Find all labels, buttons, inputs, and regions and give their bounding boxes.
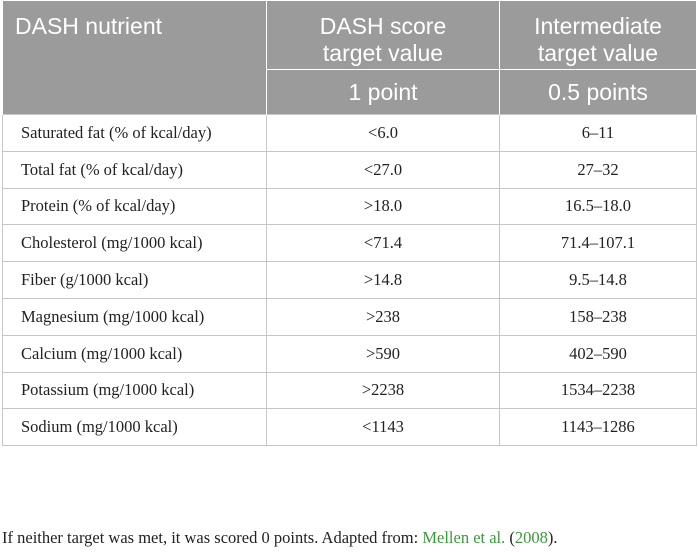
cell-nutrient: Cholesterol (mg/1000 kcal) — [2, 224, 267, 263]
cell-nutrient: Protein (% of kcal/day) — [2, 187, 267, 226]
cell-target: >14.8 — [266, 261, 500, 299]
cell-intermediate: 158–238 — [499, 297, 697, 336]
cell-nutrient: Sodium (mg/1000 kcal) — [2, 408, 267, 447]
dash-score-table-container: DASH nutrient DASH score target value In… — [2, 1, 697, 447]
cell-target: <71.4 — [266, 224, 500, 263]
cell-intermediate: 402–590 — [499, 334, 697, 373]
header-dash-score-line1: DASH score — [319, 13, 447, 39]
cell-intermediate: 1143–1286 — [499, 408, 697, 447]
cell-nutrient: Potassium (mg/1000 kcal) — [2, 371, 267, 410]
footnote-paren-open: ( — [505, 528, 515, 547]
footnote-paren-close: ). — [547, 528, 558, 547]
cell-intermediate: 16.5–18.0 — [499, 187, 697, 226]
cell-intermediate: 1534–2238 — [499, 371, 697, 410]
cell-target: <1143 — [266, 408, 500, 447]
cell-target: <6.0 — [266, 114, 500, 152]
table-row: Cholesterol (mg/1000 kcal) <71.4 71.4–10… — [2, 224, 697, 263]
cell-nutrient: Saturated fat (% of kcal/day) — [2, 114, 267, 152]
cell-target: >18.0 — [266, 187, 500, 226]
header-row-titles: DASH nutrient DASH score target value In… — [2, 1, 697, 115]
footnote-text: If neither target was met, it was scored… — [2, 528, 423, 547]
cell-target: <27.0 — [266, 150, 500, 189]
dash-score-table: DASH nutrient DASH score target value In… — [2, 1, 697, 447]
table-body: Saturated fat (% of kcal/day) <6.0 6–11 … — [2, 114, 697, 447]
header-intermediate-target: Intermediate target value — [499, 1, 697, 70]
header-half-point: 0.5 points — [499, 69, 697, 115]
cell-nutrient: Magnesium (mg/1000 kcal) — [2, 297, 267, 336]
cell-intermediate: 6–11 — [499, 114, 697, 152]
header-dash-nutrient-label: DASH nutrient — [15, 13, 163, 39]
footnote-year-link[interactable]: 2008 — [514, 528, 548, 547]
header-dash-score-line2: target value — [322, 40, 444, 66]
table-row: Fiber (g/1000 kcal) >14.8 9.5–14.8 — [2, 261, 697, 299]
table-header: DASH nutrient DASH score target value In… — [2, 1, 697, 115]
header-half-point-label: 0.5 points — [548, 78, 648, 105]
table-row: Potassium (mg/1000 kcal) >2238 1534–2238 — [2, 371, 697, 410]
cell-target: >590 — [266, 334, 500, 373]
table-row: Total fat (% of kcal/day) <27.0 27–32 — [2, 150, 697, 189]
cell-nutrient: Calcium (mg/1000 kcal) — [2, 334, 267, 373]
cell-intermediate: 71.4–107.1 — [499, 224, 697, 263]
cell-target: >2238 — [266, 371, 500, 410]
header-dash-score-target: DASH score target value — [266, 1, 500, 70]
cell-target: >238 — [266, 297, 500, 336]
header-dash-nutrient: DASH nutrient — [2, 1, 267, 115]
header-one-point: 1 point — [266, 69, 500, 115]
cell-intermediate: 27–32 — [499, 150, 697, 189]
header-intermediate-line1: Intermediate — [534, 13, 662, 39]
cell-nutrient: Fiber (g/1000 kcal) — [2, 261, 267, 299]
table-row: Sodium (mg/1000 kcal) <1143 1143–1286 — [2, 408, 697, 447]
table-row: Magnesium (mg/1000 kcal) >238 158–238 — [2, 297, 697, 336]
header-intermediate-line2: target value — [537, 40, 659, 66]
table-row: Protein (% of kcal/day) >18.0 16.5–18.0 — [2, 187, 697, 226]
header-row-points: 1 point 0.5 points — [3, 69, 697, 115]
footnote-author-link[interactable]: Mellen et al. — [422, 528, 506, 547]
header-one-point-label: 1 point — [348, 78, 418, 105]
table-footnote: If neither target was met, it was scored… — [2, 528, 558, 548]
table-row: Calcium (mg/1000 kcal) >590 402–590 — [2, 334, 697, 373]
table-row: Saturated fat (% of kcal/day) <6.0 6–11 — [2, 114, 697, 152]
cell-intermediate: 9.5–14.8 — [499, 261, 697, 299]
cell-nutrient: Total fat (% of kcal/day) — [2, 150, 267, 189]
